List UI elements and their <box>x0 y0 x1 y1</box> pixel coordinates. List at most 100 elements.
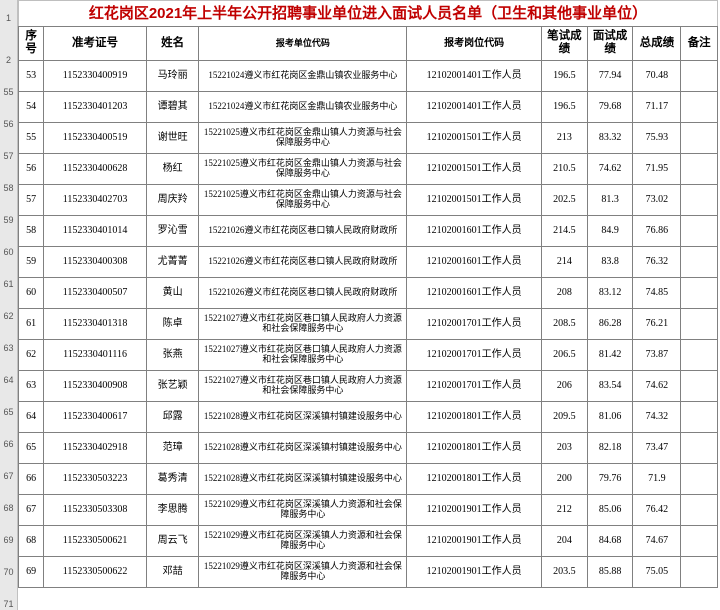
cell-note <box>681 308 718 339</box>
cell-name: 周庆羚 <box>146 184 199 215</box>
row-number: 70 <box>0 568 17 577</box>
cell-s1: 208.5 <box>542 308 588 339</box>
cell-s2: 81.3 <box>587 184 633 215</box>
row-number: 66 <box>0 440 17 449</box>
cell-pos: 12102001801工作人员 <box>407 401 542 432</box>
col-pos: 报考岗位代码 <box>407 26 542 60</box>
cell-s2: 83.8 <box>587 246 633 277</box>
cell-name: 周云飞 <box>146 525 199 556</box>
cell-seq: 66 <box>19 463 44 494</box>
cell-s1: 203 <box>542 432 588 463</box>
cell-name: 邱露 <box>146 401 199 432</box>
cell-seq: 60 <box>19 277 44 308</box>
cell-id: 1152330400919 <box>44 60 147 91</box>
cell-unit: 15221027遵义市红花岗区巷口镇人民政府人力资源和社会保障服务中心 <box>199 308 407 339</box>
cell-unit: 15221029遵义市红花岗区深溪镇人力资源和社会保障服务中心 <box>199 556 407 587</box>
cell-name: 黄山 <box>146 277 199 308</box>
col-total: 总成绩 <box>633 26 681 60</box>
cell-s2: 84.68 <box>587 525 633 556</box>
cell-seq: 59 <box>19 246 44 277</box>
table-row: 671152330503308李思腾15221029遵义市红花岗区深溪镇人力资源… <box>19 494 718 525</box>
cell-id: 1152330500622 <box>44 556 147 587</box>
cell-s3: 75.05 <box>633 556 681 587</box>
cell-id: 1152330503223 <box>44 463 147 494</box>
cell-s2: 79.76 <box>587 463 633 494</box>
cell-seq: 54 <box>19 91 44 122</box>
cell-name: 谭碧其 <box>146 91 199 122</box>
cell-name: 葛秀清 <box>146 463 199 494</box>
cell-s1: 204 <box>542 525 588 556</box>
cell-s1: 202.5 <box>542 184 588 215</box>
cell-pos: 12102001501工作人员 <box>407 184 542 215</box>
cell-id: 1152330503308 <box>44 494 147 525</box>
row-number: 56 <box>0 120 17 129</box>
table-row: 571152330402703周庆羚15221025遵义市红花岗区金鼎山镇人力资… <box>19 184 718 215</box>
row-number: 60 <box>0 248 17 257</box>
cell-pos: 12102001901工作人员 <box>407 556 542 587</box>
cell-note <box>681 60 718 91</box>
cell-pos: 12102001901工作人员 <box>407 494 542 525</box>
cell-pos: 12102001601工作人员 <box>407 246 542 277</box>
row-number: 65 <box>0 408 17 417</box>
header-row: 序号 准考证号 姓名 报考单位代码 报考岗位代码 笔试成绩 面试成绩 总成绩 备… <box>19 26 718 60</box>
cell-s1: 212 <box>542 494 588 525</box>
sheet-title: 红花岗区2021年上半年公开招聘事业单位进入面试人员名单（卫生和其他事业单位） <box>18 0 718 26</box>
cell-note <box>681 246 718 277</box>
table-row: 611152330401318陈卓15221027遵义市红花岗区巷口镇人民政府人… <box>19 308 718 339</box>
cell-s1: 206.5 <box>542 339 588 370</box>
cell-name: 张艺颖 <box>146 370 199 401</box>
cell-note <box>681 215 718 246</box>
col-unit: 报考单位代码 <box>199 26 407 60</box>
cell-s1: 213 <box>542 122 588 153</box>
cell-s3: 71.95 <box>633 153 681 184</box>
row-number: 1 <box>0 14 17 23</box>
cell-name: 范璋 <box>146 432 199 463</box>
table-row: 591152330400308尤菁菁15221026遵义市红花岗区巷口镇人民政府… <box>19 246 718 277</box>
cell-s3: 76.86 <box>633 215 681 246</box>
cell-seq: 69 <box>19 556 44 587</box>
cell-unit: 15221025遵义市红花岗区金鼎山镇人力资源与社会保障服务中心 <box>199 122 407 153</box>
cell-pos: 12102001801工作人员 <box>407 432 542 463</box>
cell-unit: 15221026遵义市红花岗区巷口镇人民政府财政所 <box>199 277 407 308</box>
cell-note <box>681 370 718 401</box>
cell-name: 罗沁雪 <box>146 215 199 246</box>
cell-unit: 15221024遵义市红花岗区金鼎山镇农业服务中心 <box>199 91 407 122</box>
cell-s1: 214 <box>542 246 588 277</box>
cell-seq: 61 <box>19 308 44 339</box>
cell-id: 1152330400908 <box>44 370 147 401</box>
data-table: 序号 准考证号 姓名 报考单位代码 报考岗位代码 笔试成绩 面试成绩 总成绩 备… <box>18 26 718 588</box>
cell-s2: 86.28 <box>587 308 633 339</box>
cell-name: 李思腾 <box>146 494 199 525</box>
cell-s2: 83.12 <box>587 277 633 308</box>
cell-id: 1152330400519 <box>44 122 147 153</box>
col-note: 备注 <box>681 26 718 60</box>
cell-unit: 15221024遵义市红花岗区金鼎山镇农业服务中心 <box>199 60 407 91</box>
cell-note <box>681 494 718 525</box>
cell-seq: 55 <box>19 122 44 153</box>
cell-seq: 58 <box>19 215 44 246</box>
cell-note <box>681 277 718 308</box>
row-number: 68 <box>0 504 17 513</box>
table-row: 681152330500621周云飞15221029遵义市红花岗区深溪镇人力资源… <box>19 525 718 556</box>
table-row: 541152330401203谭碧其15221024遵义市红花岗区金鼎山镇农业服… <box>19 91 718 122</box>
table-row: 641152330400617邱露15221028遵义市红花岗区深溪镇村镇建设服… <box>19 401 718 432</box>
row-number: 61 <box>0 280 17 289</box>
cell-note <box>681 339 718 370</box>
cell-s1: 203.5 <box>542 556 588 587</box>
cell-s3: 76.21 <box>633 308 681 339</box>
row-number: 58 <box>0 184 17 193</box>
cell-seq: 65 <box>19 432 44 463</box>
table-row: 581152330401014罗沁雪15221026遵义市红花岗区巷口镇人民政府… <box>19 215 718 246</box>
cell-s2: 81.06 <box>587 401 633 432</box>
cell-pos: 12102001901工作人员 <box>407 525 542 556</box>
cell-name: 马玲丽 <box>146 60 199 91</box>
row-number: 63 <box>0 344 17 353</box>
cell-s1: 214.5 <box>542 215 588 246</box>
col-id: 准考证号 <box>44 26 147 60</box>
col-written: 笔试成绩 <box>542 26 588 60</box>
cell-id: 1152330500621 <box>44 525 147 556</box>
cell-pos: 12102001501工作人员 <box>407 122 542 153</box>
cell-s3: 76.42 <box>633 494 681 525</box>
cell-s2: 85.88 <box>587 556 633 587</box>
cell-id: 1152330401014 <box>44 215 147 246</box>
